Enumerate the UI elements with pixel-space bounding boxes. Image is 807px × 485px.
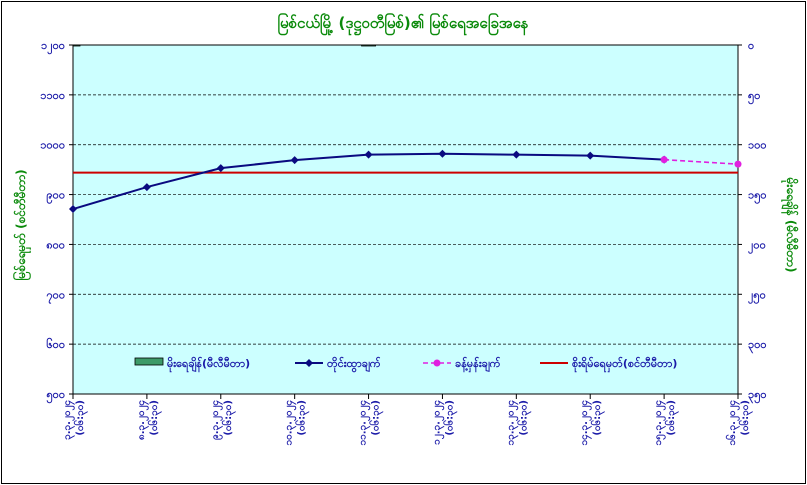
x-tick-label: ၈.၃.၂၀၂၄ bbox=[136, 400, 150, 440]
legend-label: တိုင်းထွာချက် bbox=[327, 356, 381, 373]
x-tick-label: ၁၆.၃.၂၀၂၄ bbox=[725, 400, 741, 446]
right-tick-label: ၂၅၀ bbox=[748, 288, 766, 304]
x-tick-time-label: (၀၆:၃၀) bbox=[442, 400, 458, 436]
left-tick-label: ၆၀၀ bbox=[46, 338, 65, 351]
legend-marker-observed bbox=[305, 359, 313, 367]
left-tick-label: ၁၁၀၀ bbox=[40, 89, 65, 102]
legend-label: မိုးရေချိန်(မီလီမီတာ) bbox=[167, 356, 250, 373]
plot-area bbox=[73, 45, 738, 394]
right-tick-label: ၁၀၀ bbox=[748, 139, 767, 152]
rainfall-bar bbox=[72, 44, 81, 47]
x-tick-time-label: (၀၆:၃၀) bbox=[590, 400, 606, 436]
x-tick-time-label: (၀၆:၃၀) bbox=[516, 400, 532, 436]
x-tick-label: ၁၄.၃.၂၀၂၄ bbox=[579, 400, 593, 446]
legend-swatch-rainfall bbox=[134, 357, 164, 366]
plot-border bbox=[72, 44, 739, 395]
x-tick-label: ၁၀.၃.၂၀၂၄ bbox=[284, 400, 298, 446]
forecast-point bbox=[734, 160, 742, 168]
observed-point bbox=[586, 151, 595, 160]
x-tick-label: ၁၁.၃.၂၀၂၄ bbox=[358, 400, 372, 446]
x-tick-label: ၃.၃.၂၀၂၄ bbox=[62, 400, 76, 440]
observed-point bbox=[216, 164, 225, 173]
right-tick-label: ၀ bbox=[748, 39, 754, 52]
x-tick-label: ၁၅.၃.၂၀၂၄ bbox=[653, 400, 667, 446]
legend: မိုးရေချိန်(မီလီမီတာ) တိုင်းထွာချက် ခန့်မှ… bbox=[134, 356, 677, 373]
forecast-point bbox=[660, 156, 668, 164]
x-tick-time-label: (၀၆:၃၀) bbox=[295, 400, 311, 436]
left-tick-label: ၅၀၀ bbox=[46, 388, 65, 404]
observed-point bbox=[69, 205, 77, 214]
x-tick-label: ၉.၃.၂၀၂၄ bbox=[210, 400, 224, 440]
observed-point bbox=[364, 150, 373, 159]
x-tick-time-label: (၀၆:၃၀) bbox=[73, 400, 89, 436]
observed-point bbox=[142, 183, 151, 192]
x-tick-time-label: (၀၆:၃၀) bbox=[221, 400, 237, 436]
x-tick-time-label: (၀၆:၃၀) bbox=[369, 400, 385, 436]
right-tick-label: ၂၀၀ bbox=[748, 238, 766, 254]
right-tick-label: ၁၅၀ bbox=[748, 189, 767, 205]
right-tick-label: ၃၅၀ bbox=[748, 388, 767, 404]
right-tick-label: ၅၀ bbox=[748, 89, 760, 105]
x-tick-time-label: (၀၆:၃၀) bbox=[147, 400, 163, 436]
x-tick-time-label: (၀၆:၃၀) bbox=[664, 400, 680, 436]
right-tick-label: ၃၀၀ bbox=[748, 338, 767, 354]
left-axis-title: မြစ်ရေမှတ် (စင်တီမီတာ) bbox=[11, 169, 32, 280]
observed-point bbox=[438, 149, 447, 158]
x-tick-time-label: (၀၆:၃၀) bbox=[738, 400, 754, 436]
observed-point bbox=[512, 150, 521, 159]
forecast-series-line bbox=[664, 158, 739, 165]
chart-title: မြစ်ငယ်မြို့ (ဒုဋ္ဌဝတီမြစ်)၏ မြစ်ရေအခြေအ… bbox=[278, 12, 529, 36]
legend-marker-forecast bbox=[433, 359, 441, 367]
left-tick-label: ၈၀၀ bbox=[46, 238, 65, 251]
legend-label: ခန့်မှန်းချက် bbox=[455, 356, 501, 373]
legend-label: စိုးရိမ်ရေမှတ်(စင်တီမီတာ) bbox=[572, 356, 677, 373]
left-tick-label: ၇၀၀ bbox=[46, 288, 65, 304]
x-tick-label: ၁၃.၃.၂၀၂၄ bbox=[505, 400, 519, 446]
left-tick-label: ၁၂၀၀ bbox=[41, 39, 65, 55]
rainfall-bar bbox=[361, 44, 376, 47]
x-tick-label: ၁၂.၃.၂၀၂၄ bbox=[431, 400, 445, 445]
left-tick-label: ၉၀၀ bbox=[46, 189, 65, 205]
right-axis-title: မိုးရေချိန် (မီလီမီတာ) bbox=[780, 177, 800, 273]
observed-point bbox=[290, 156, 299, 165]
left-tick-label: ၁၀၀၀ bbox=[40, 139, 65, 152]
